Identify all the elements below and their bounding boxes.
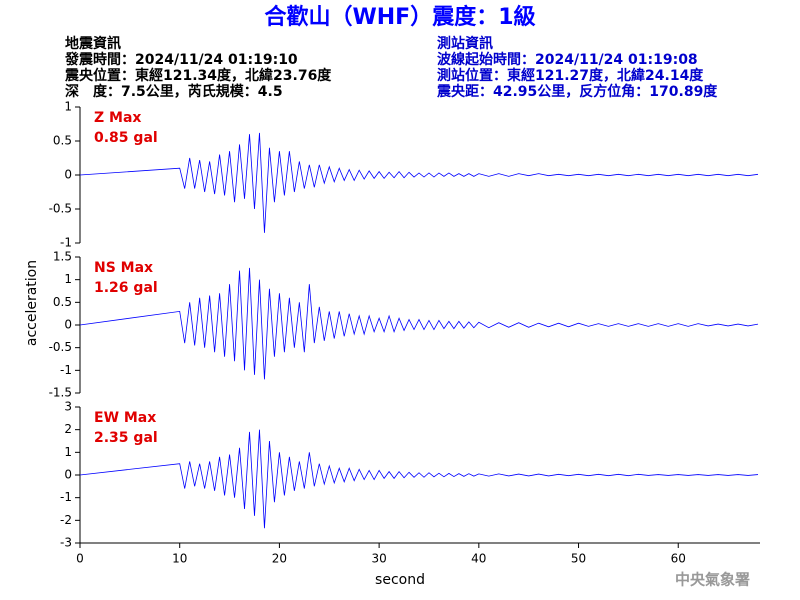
y-tick-label: -1 [60, 363, 72, 377]
x-tick-label: 60 [671, 552, 686, 566]
info-right: 測站位置：東經121.27度，北緯24.14度 [437, 67, 704, 84]
y-tick-label: 2 [64, 422, 72, 436]
y-tick-label: -3 [60, 536, 72, 550]
info-right: 震央距：42.95公里，反方位角：170.89度 [436, 83, 718, 100]
y-tick-label: 0.5 [53, 295, 72, 309]
x-tick-label: 30 [371, 552, 386, 566]
y-tick-label: 1 [64, 100, 72, 114]
x-tick-label: 40 [471, 552, 486, 566]
y-axis-label: acceleration [24, 260, 40, 346]
info-left: 深 度：7.5公里，芮氏規模：4.5 [65, 83, 283, 100]
y-tick-label: 0 [64, 318, 72, 332]
info-left: 地震資訊 [65, 35, 121, 52]
y-tick-label: 1 [64, 272, 72, 286]
max-annotation: 2.35 gal [94, 430, 158, 446]
y-tick-label: 1 [64, 445, 72, 459]
info-right: 測站資訊 [437, 35, 493, 52]
x-tick-label: 20 [272, 552, 287, 566]
waveform [79, 429, 759, 529]
max-annotation: 1.26 gal [94, 280, 158, 296]
max-annotation: NS Max [94, 260, 153, 276]
footer: 中央氣象署 [675, 571, 750, 589]
x-tick-label: 0 [76, 552, 84, 566]
y-tick-label: -1 [60, 236, 72, 250]
y-tick-label: -1.5 [49, 386, 72, 400]
max-annotation: 0.85 gal [94, 130, 158, 146]
y-tick-label: 1.5 [53, 250, 72, 264]
y-tick-label: -1 [60, 490, 72, 504]
y-tick-label: 0 [64, 168, 72, 182]
x-tick-label: 50 [571, 552, 586, 566]
max-annotation: EW Max [94, 410, 156, 426]
info-left: 發震時間：2024/11/24 01:19:10 [64, 51, 298, 68]
waveform [79, 267, 759, 380]
y-tick-label: -2 [60, 513, 72, 527]
y-tick-label: 0.5 [53, 134, 72, 148]
y-tick-label: -0.5 [49, 340, 72, 354]
chart-title: 合歡山（WHF）震度：1級 [264, 4, 535, 30]
max-annotation: Z Max [94, 110, 141, 126]
x-axis-label: second [375, 572, 425, 588]
y-tick-label: 3 [64, 400, 72, 414]
info-left: 震央位置：東經121.34度，北緯23.76度 [64, 67, 332, 84]
waveform [79, 132, 759, 233]
x-tick-label: 10 [172, 552, 187, 566]
y-tick-label: 0 [64, 468, 72, 482]
info-right: 波線起始時間：2024/11/24 01:19:08 [437, 51, 698, 68]
y-tick-label: -0.5 [49, 202, 72, 216]
